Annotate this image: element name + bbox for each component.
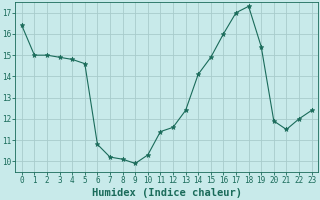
X-axis label: Humidex (Indice chaleur): Humidex (Indice chaleur) — [92, 188, 242, 198]
